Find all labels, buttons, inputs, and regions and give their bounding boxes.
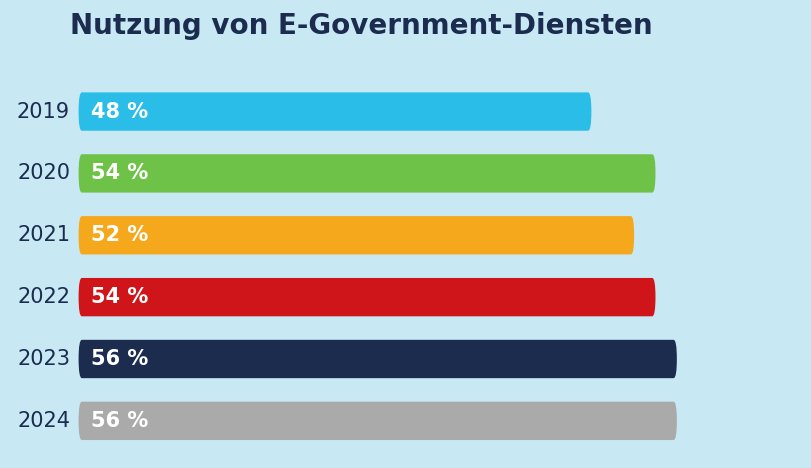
Text: 56 %: 56 % <box>92 411 148 431</box>
Text: 2023: 2023 <box>17 349 70 369</box>
Text: Nutzung von E-Government-Diensten: Nutzung von E-Government-Diensten <box>70 13 652 40</box>
FancyBboxPatch shape <box>79 278 654 316</box>
Text: 2022: 2022 <box>17 287 70 307</box>
Text: 2019: 2019 <box>17 102 70 122</box>
Text: 2024: 2024 <box>17 411 70 431</box>
Text: 54 %: 54 % <box>92 287 148 307</box>
FancyBboxPatch shape <box>79 216 633 255</box>
Text: 56 %: 56 % <box>92 349 148 369</box>
Text: 48 %: 48 % <box>92 102 148 122</box>
FancyBboxPatch shape <box>79 92 590 131</box>
FancyBboxPatch shape <box>79 402 676 440</box>
Text: 2021: 2021 <box>17 225 70 245</box>
Text: 2020: 2020 <box>17 163 70 183</box>
Text: 54 %: 54 % <box>92 163 148 183</box>
FancyBboxPatch shape <box>79 154 654 193</box>
Text: 52 %: 52 % <box>92 225 148 245</box>
FancyBboxPatch shape <box>79 340 676 378</box>
